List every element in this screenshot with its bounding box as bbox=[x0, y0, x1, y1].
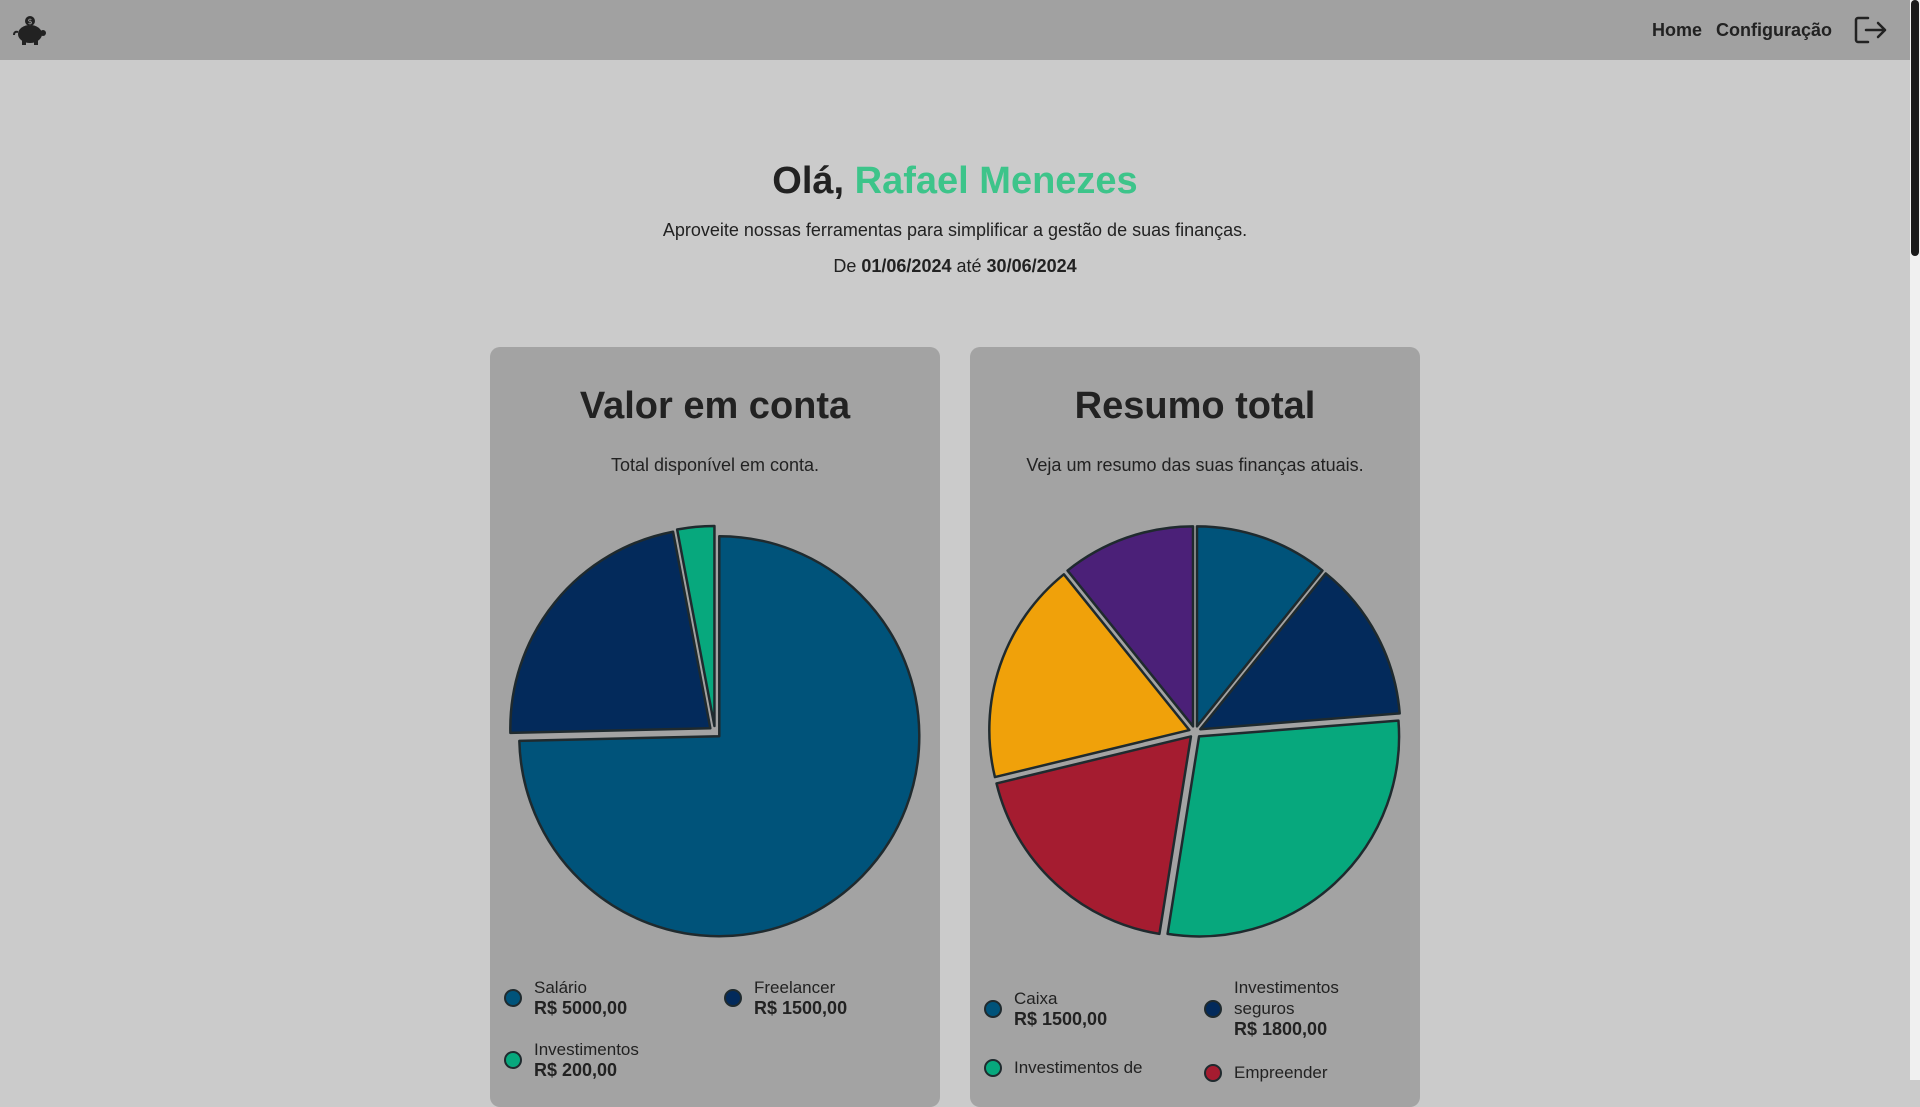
legend-value: R$ 5000,00 bbox=[534, 998, 628, 1018]
legend-text: Investimentos R$ 200,00 bbox=[534, 1039, 639, 1081]
pie-slice[interactable] bbox=[675, 524, 716, 728]
legend-value: R$ 1800,00 bbox=[1234, 1019, 1328, 1039]
pie-slice[interactable] bbox=[1199, 572, 1401, 731]
legend-text: Empreender bbox=[1234, 1062, 1328, 1083]
total-summary-pie-chart bbox=[988, 525, 1401, 938]
total-summary-card: Resumo total Veja um resumo das suas fin… bbox=[970, 347, 1420, 1107]
pie-slice[interactable] bbox=[988, 573, 1191, 779]
top-navbar: $ Home Configuração bbox=[0, 0, 1910, 60]
user-name: Rafael Menezes bbox=[854, 160, 1138, 202]
legend-value: R$ 1500,00 bbox=[754, 998, 848, 1018]
card-subtitle: Total disponível em conta. bbox=[610, 455, 820, 475]
period-end: 30/06/2024 bbox=[986, 256, 1077, 276]
card-title: Valor em conta bbox=[579, 385, 851, 427]
legend-item-freelancer[interactable]: Freelancer R$ 1500,00 bbox=[724, 977, 934, 1019]
legend-label: Caixa bbox=[1014, 989, 1058, 1008]
legend-dot bbox=[984, 1058, 1002, 1077]
period-prefix: De bbox=[833, 256, 857, 276]
greeting-text: Olá, bbox=[772, 160, 845, 202]
legend-dot bbox=[1204, 999, 1222, 1018]
legend-label: Investimentos bbox=[534, 1040, 639, 1059]
legend-item-empreender[interactable]: Empreender bbox=[1204, 1062, 1414, 1083]
period-middle: até bbox=[956, 256, 982, 276]
legend-label: Freelancer bbox=[754, 978, 836, 997]
legend-value: R$ 200,00 bbox=[534, 1060, 618, 1080]
legend-item-investimentos-seguros[interactable]: Investimentos seguros R$ 1800,00 bbox=[1204, 977, 1394, 1040]
legend-dot bbox=[724, 989, 742, 1007]
legend-value: R$ 1500,00 bbox=[1014, 1009, 1108, 1029]
pie-slice[interactable] bbox=[1166, 719, 1401, 938]
legend-text: Investimentos de bbox=[1014, 1057, 1143, 1078]
legend-dot bbox=[1204, 1063, 1222, 1082]
period-start: 01/06/2024 bbox=[861, 256, 952, 276]
scrollbar-thumb[interactable] bbox=[1911, 0, 1919, 256]
legend-item-investimentos-de[interactable]: Investimentos de bbox=[984, 1057, 1194, 1078]
legend-text: Investimentos seguros R$ 1800,00 bbox=[1234, 977, 1394, 1040]
svg-text:$: $ bbox=[27, 17, 32, 26]
legend-item-salario[interactable]: Salário R$ 5000,00 bbox=[504, 977, 714, 1019]
pie-slice[interactable] bbox=[1195, 525, 1324, 728]
main-nav: Home Configuração bbox=[1652, 0, 1888, 60]
legend-text: Caixa R$ 1500,00 bbox=[1014, 988, 1107, 1030]
logout-icon[interactable] bbox=[1854, 15, 1888, 45]
pie-slice[interactable] bbox=[509, 530, 712, 735]
nav-home-link[interactable]: Home bbox=[1651, 19, 1702, 40]
legend-text: Freelancer R$ 1500,00 bbox=[754, 977, 847, 1019]
nav-settings-link[interactable]: Configuração bbox=[1715, 19, 1832, 40]
date-range: De 01/06/2024 até 30/06/2024 bbox=[0, 248, 1910, 284]
legend-dot bbox=[504, 989, 522, 1007]
account-value-pie-chart bbox=[509, 524, 921, 938]
pie-slice[interactable] bbox=[1066, 525, 1195, 728]
legend-label: Investimentos de bbox=[1014, 1058, 1143, 1077]
legend-dot bbox=[984, 1000, 1002, 1018]
greeting-heading: Olá, Rafael Menezes bbox=[0, 150, 1910, 212]
pie-slice[interactable] bbox=[518, 534, 921, 938]
account-value-card: Valor em conta Total disponível em conta… bbox=[490, 347, 940, 1107]
legend-label: Salário bbox=[534, 978, 587, 997]
pie-slice[interactable] bbox=[995, 735, 1193, 936]
welcome-section: Olá, Rafael Menezes Aproveite nossas fer… bbox=[0, 150, 1910, 284]
legend-label: Investimentos seguros bbox=[1234, 978, 1339, 1018]
piggy-bank-logo-icon[interactable]: $ bbox=[12, 12, 48, 48]
legend-dot bbox=[504, 1051, 522, 1069]
card-subtitle: Veja um resumo das suas finanças atuais. bbox=[1026, 455, 1364, 475]
legend-label: Empreender bbox=[1234, 1063, 1328, 1082]
welcome-subtitle: Aproveite nossas ferramentas para simpli… bbox=[662, 220, 1248, 240]
legend-item-investimentos[interactable]: Investimentos R$ 200,00 bbox=[504, 1039, 714, 1081]
page-scrollbar[interactable] bbox=[1910, 0, 1920, 1080]
legend-item-caixa[interactable]: Caixa R$ 1500,00 bbox=[984, 988, 1194, 1030]
card-title: Resumo total bbox=[1074, 385, 1316, 427]
legend-text: Salário R$ 5000,00 bbox=[534, 977, 627, 1019]
